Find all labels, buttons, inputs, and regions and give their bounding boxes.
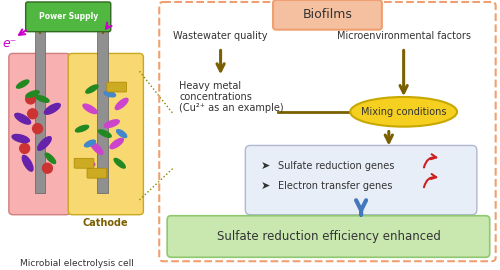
Circle shape — [26, 94, 36, 104]
Text: Mixing conditions: Mixing conditions — [361, 107, 446, 117]
Ellipse shape — [104, 91, 116, 97]
Text: Microenvironmental factors: Microenvironmental factors — [336, 31, 470, 40]
FancyBboxPatch shape — [273, 0, 382, 30]
Ellipse shape — [84, 140, 96, 147]
FancyBboxPatch shape — [107, 82, 126, 92]
FancyBboxPatch shape — [74, 158, 94, 168]
Ellipse shape — [36, 96, 49, 102]
Ellipse shape — [98, 130, 111, 137]
Ellipse shape — [114, 158, 125, 168]
Ellipse shape — [110, 138, 124, 149]
Text: Heavy metal: Heavy metal — [179, 81, 241, 91]
Circle shape — [32, 124, 42, 134]
Text: Electron transfer genes: Electron transfer genes — [278, 181, 392, 191]
Ellipse shape — [79, 160, 95, 167]
Text: Sulfate reduction efficiency enhanced: Sulfate reduction efficiency enhanced — [216, 230, 440, 243]
Bar — [97, 30, 108, 193]
Ellipse shape — [76, 125, 88, 132]
Ellipse shape — [91, 143, 103, 154]
Text: Cathode: Cathode — [83, 218, 128, 228]
Text: ➤: ➤ — [260, 181, 270, 191]
Ellipse shape — [116, 98, 128, 109]
Text: ➤: ➤ — [260, 161, 270, 171]
Text: Wastewater quality: Wastewater quality — [174, 31, 268, 40]
FancyBboxPatch shape — [68, 53, 144, 215]
Ellipse shape — [44, 103, 60, 114]
Bar — [34, 30, 46, 193]
Ellipse shape — [22, 155, 33, 171]
Circle shape — [42, 163, 52, 173]
FancyBboxPatch shape — [87, 168, 107, 178]
Ellipse shape — [116, 130, 126, 137]
Ellipse shape — [38, 137, 51, 150]
Text: e⁻: e⁻ — [2, 37, 17, 50]
Ellipse shape — [26, 91, 39, 97]
Text: (Cu²⁺ as an example): (Cu²⁺ as an example) — [179, 103, 284, 113]
Text: Biofilms: Biofilms — [302, 8, 352, 21]
Text: Power Supply: Power Supply — [38, 12, 98, 21]
Text: concentrations: concentrations — [179, 92, 252, 102]
FancyBboxPatch shape — [167, 216, 490, 257]
Ellipse shape — [12, 134, 29, 143]
Ellipse shape — [83, 104, 97, 114]
Ellipse shape — [45, 153, 56, 164]
Circle shape — [20, 143, 30, 153]
Ellipse shape — [86, 85, 98, 93]
Ellipse shape — [104, 120, 120, 127]
Ellipse shape — [15, 113, 30, 124]
FancyBboxPatch shape — [246, 146, 477, 215]
Text: Microbial electrolysis cell: Microbial electrolysis cell — [20, 259, 134, 268]
Text: Sulfate reduction genes: Sulfate reduction genes — [278, 161, 394, 171]
Ellipse shape — [350, 97, 457, 127]
Ellipse shape — [16, 80, 29, 88]
FancyBboxPatch shape — [26, 2, 111, 32]
FancyBboxPatch shape — [9, 53, 70, 215]
Circle shape — [28, 109, 38, 119]
